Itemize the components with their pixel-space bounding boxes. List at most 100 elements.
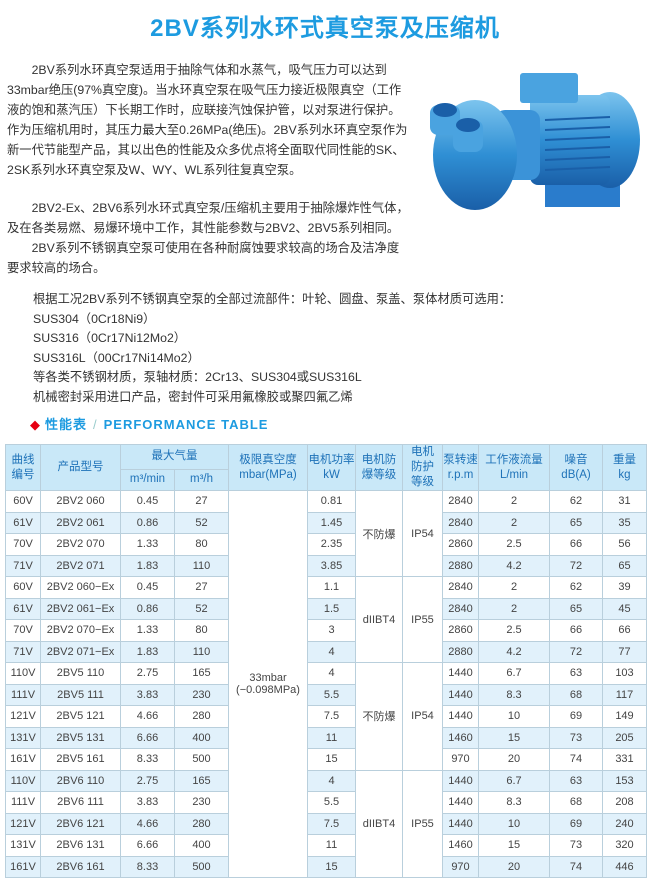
cell-rpm: 2840 [442, 597, 479, 620]
cell-curve: 121V [5, 812, 41, 835]
cell-power: 5.5 [307, 683, 356, 706]
cell-weight: 208 [602, 791, 647, 814]
vacuum-value: 33mbar [249, 672, 287, 684]
materials-list: 根据工况2BV系列不锈钢真空泵的全部过流部件：叶轮、圆盘、泵盖、泵体材质可选用：… [33, 290, 511, 407]
cell-liquid: 10 [478, 705, 550, 728]
cell-weight: 77 [602, 640, 647, 663]
header-power-unit: kW [323, 468, 340, 481]
performance-table: 曲线编号 产品型号 最大气量 极限真空度 mbar(MPa) 电机功率 kW 电机防… [5, 444, 647, 878]
table-row: 111V 2BV6 111 3.83 230 5.5 1440 8.3 68 208 [5, 791, 647, 814]
cell-m3h: 110 [174, 554, 229, 577]
cell-m3min: 2.75 [120, 769, 175, 792]
cell-power: 2.35 [307, 533, 356, 556]
cell-weight: 446 [602, 855, 647, 878]
cell-power: 7.5 [307, 705, 356, 728]
cell-noise: 66 [549, 533, 603, 556]
cell-m3min: 6.66 [120, 834, 175, 857]
cell-power: 4 [307, 769, 356, 792]
cell-noise: 68 [549, 791, 603, 814]
cell-noise: 63 [549, 662, 603, 685]
cell-rpm: 1460 [442, 726, 479, 749]
cell-power: 15 [307, 855, 356, 878]
section-separator: / [93, 417, 98, 432]
cell-rpm: 2880 [442, 640, 479, 663]
table-row: 111V 2BV5 111 3.83 230 5.5 1440 8.3 68 117 [5, 683, 647, 706]
cell-noise: 74 [549, 748, 603, 771]
header-rpm: 泵转速 r.p.m [442, 444, 479, 491]
table-row: 60V 2BV2 060 0.45 27 33mbar (−0.098MPa) 0.81 不防… [5, 490, 647, 878]
cell-power: 3.85 [307, 554, 356, 577]
materials-line: 等各类不锈钢材质，泵轴材质：2Cr13、SUS304或SUS316L [33, 370, 362, 384]
cell-ex-grade: 不防爆 [355, 490, 403, 577]
cell-liquid: 4.2 [478, 554, 550, 577]
cell-noise: 63 [549, 769, 603, 792]
section-heading: ◆ 性能表 / PERFORMANCE TABLE [30, 414, 268, 433]
cell-power: 4 [307, 640, 356, 663]
cell-model: 2BV5 121 [40, 705, 121, 728]
cell-model: 2BV5 131 [40, 726, 121, 749]
section-title-en: PERFORMANCE TABLE [103, 417, 269, 432]
cell-model: 2BV6 110 [40, 769, 121, 792]
cell-weight: 331 [602, 748, 647, 771]
cell-weight: 35 [602, 511, 647, 534]
cell-m3h: 400 [174, 834, 229, 857]
materials-line: 根据工况2BV系列不锈钢真空泵的全部过流部件：叶轮、圆盘、泵盖、泵体材质可选用： [33, 292, 512, 306]
vacuum-value-mpa: (−0.098MPa) [236, 684, 300, 696]
cell-curve: 161V [5, 748, 41, 771]
table-row: 110V 2BV5 110 2.75 165 4 不防爆 IP54 1440 6.7 63 103 [5, 662, 647, 771]
table-row: 121V 2BV6 121 4.66 280 7.5 1440 10 69 240 [5, 812, 647, 835]
header-noise: 噪音 dB(A) [549, 444, 603, 491]
cell-power: 15 [307, 748, 356, 771]
cell-rpm: 1440 [442, 812, 479, 835]
cell-power: 3 [307, 619, 356, 642]
table-row: 71V 2BV2 071−Ex 1.83 110 4 2880 4.2 72 77 [5, 640, 647, 663]
header-power: 电机功率 kW [307, 444, 356, 491]
header-liquid: 工作液流量 L/min [478, 444, 550, 491]
cell-m3h: 230 [174, 683, 229, 706]
cell-model: 2BV5 111 [40, 683, 121, 706]
cell-m3h: 110 [174, 640, 229, 663]
cell-model: 2BV6 111 [40, 791, 121, 814]
header-max-flow: 最大气量 [120, 444, 229, 470]
intro-paragraph: 2BV系列不锈钢真空泵可使用在各种耐腐蚀要求较高的场合及洁净度要求较高的场合。 [7, 241, 400, 275]
cell-m3h: 27 [174, 576, 229, 599]
cell-curve: 71V [5, 640, 41, 663]
cell-rpm: 2840 [442, 490, 479, 513]
cell-m3h: 52 [174, 511, 229, 534]
cell-liquid: 2 [478, 576, 550, 599]
cell-m3min: 4.66 [120, 812, 175, 835]
table-row: 161V 2BV6 161 8.33 500 15 970 20 74 446 [5, 855, 647, 878]
header-rpm-label: 泵转速 [443, 453, 478, 466]
cell-noise: 62 [549, 490, 603, 513]
cell-model: 2BV5 110 [40, 662, 121, 685]
cell-model: 2BV2 071 [40, 554, 121, 577]
cell-noise: 68 [549, 683, 603, 706]
page-title: 2BV系列水环式真空泵及压缩机 [150, 15, 500, 42]
cell-power: 1.45 [307, 511, 356, 534]
cell-weight: 103 [602, 662, 647, 685]
cell-liquid: 2 [478, 597, 550, 620]
cell-weight: 153 [602, 769, 647, 792]
cell-curve: 161V [5, 855, 41, 878]
cell-curve: 61V [5, 511, 41, 534]
cell-curve: 71V [5, 554, 41, 577]
cell-power: 11 [307, 726, 356, 749]
cell-m3min: 0.45 [120, 490, 175, 513]
header-m3min: m³/min [120, 468, 175, 492]
cell-m3min: 0.45 [120, 576, 175, 599]
table-row: 121V 2BV5 121 4.66 280 7.5 1440 10 69 149 [5, 705, 647, 728]
cell-weight: 320 [602, 834, 647, 857]
cell-m3min: 8.33 [120, 748, 175, 771]
cell-m3min: 1.83 [120, 554, 175, 577]
cell-weight: 39 [602, 576, 647, 599]
cell-liquid: 2.5 [478, 533, 550, 556]
cell-liquid: 15 [478, 834, 550, 857]
cell-rpm: 2860 [442, 619, 479, 642]
cell-m3min: 1.33 [120, 619, 175, 642]
cell-rpm: 1440 [442, 769, 479, 792]
pump-product-image [430, 73, 640, 210]
cell-liquid: 8.3 [478, 683, 550, 706]
cell-power: 0.81 [307, 490, 356, 513]
cell-rpm: 970 [442, 748, 479, 771]
cell-m3min: 8.33 [120, 855, 175, 878]
